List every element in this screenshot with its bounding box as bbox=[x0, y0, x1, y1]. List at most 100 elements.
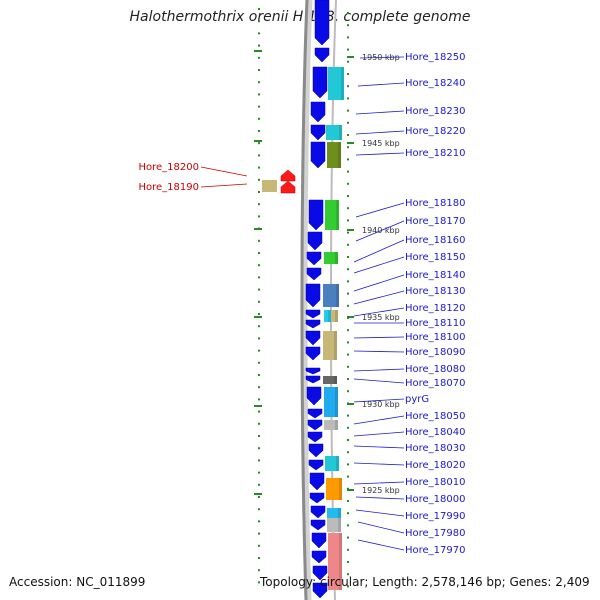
gene-arrow bbox=[307, 408, 323, 419]
gene-arrow bbox=[307, 231, 323, 251]
minor-tick bbox=[347, 451, 349, 454]
map-title: Halothermothrix orenii H 168, complete g… bbox=[129, 9, 471, 25]
minor-tick bbox=[347, 207, 349, 210]
minor-tick bbox=[258, 8, 260, 10]
gene-label: Hore_17970 bbox=[405, 545, 466, 556]
gene-arrow bbox=[310, 141, 326, 169]
scale-label: 1925 kbp bbox=[362, 486, 400, 495]
minor-tick bbox=[258, 203, 260, 206]
accession-text: Accession: NC_011899 bbox=[9, 575, 146, 589]
minor-tick bbox=[347, 439, 349, 441]
minor-tick bbox=[258, 337, 260, 340]
right-gene-labels: Hore_18250 Hore_18240 Hore_18230 Hore_18220… bbox=[353, 52, 466, 556]
minor-tick bbox=[258, 581, 260, 584]
minor-tick bbox=[258, 557, 260, 559]
minor-tick bbox=[347, 390, 349, 393]
reverse-gene-arrow bbox=[280, 180, 296, 194]
minor-tick bbox=[258, 435, 260, 437]
minor-tick bbox=[347, 219, 349, 222]
minor-tick bbox=[258, 410, 260, 413]
minor-tick bbox=[258, 520, 260, 523]
major-tick bbox=[254, 228, 262, 230]
gene-label: Hore_18150 bbox=[405, 252, 466, 263]
minor-tick bbox=[347, 475, 349, 478]
label-connector bbox=[359, 56, 405, 59]
cog-block bbox=[323, 284, 339, 307]
label-connector bbox=[355, 509, 405, 517]
gene-arrow bbox=[307, 431, 323, 443]
minor-tick bbox=[258, 154, 260, 157]
reverse-gene-arrow bbox=[280, 169, 296, 182]
backbone-shadow bbox=[300, 0, 313, 600]
reverse-gene-track bbox=[262, 169, 296, 194]
gene-label: Hore_18130 bbox=[405, 286, 466, 297]
cog-block bbox=[328, 533, 342, 590]
minor-tick bbox=[258, 471, 260, 474]
cog-block-shade bbox=[335, 420, 338, 430]
cog-block-shade bbox=[339, 478, 342, 500]
minor-tick bbox=[347, 109, 349, 112]
minor-tick bbox=[258, 288, 260, 291]
cog-block bbox=[325, 456, 339, 471]
cog-block bbox=[326, 478, 342, 500]
minor-tick bbox=[258, 44, 260, 47]
label-connector bbox=[355, 110, 405, 115]
label-connector bbox=[353, 462, 405, 466]
gene-label: Hore_18000 bbox=[405, 494, 466, 505]
minor-tick bbox=[347, 231, 349, 234]
scale-label: 1930 kbp bbox=[362, 400, 400, 409]
cog-block-shade bbox=[334, 376, 337, 384]
gene-arrow bbox=[310, 101, 326, 123]
cog-block bbox=[324, 420, 338, 430]
cog-block-shade bbox=[328, 310, 331, 322]
genome-summary-text: Topology: circular; Length: 2,578,146 bp… bbox=[260, 575, 590, 589]
gene-label: Hore_18250 bbox=[405, 52, 466, 63]
cog-block-shade bbox=[339, 125, 342, 140]
minor-tick bbox=[258, 374, 260, 376]
minor-tick bbox=[347, 487, 349, 490]
minor-tick bbox=[347, 585, 349, 588]
minor-tick bbox=[258, 532, 260, 535]
minor-tick bbox=[258, 105, 260, 108]
gene-label: Hore_18050 bbox=[405, 411, 466, 422]
gene-arrow bbox=[305, 346, 321, 361]
minor-tick bbox=[347, 268, 349, 271]
gene-label: Hore_18200 bbox=[139, 162, 200, 173]
cog-block-shade bbox=[338, 142, 341, 168]
label-connector bbox=[353, 431, 405, 437]
cog-block-shade bbox=[338, 508, 341, 518]
gene-arrow bbox=[308, 199, 324, 231]
minor-tick bbox=[347, 500, 349, 502]
cog-block bbox=[324, 252, 338, 264]
minor-tick bbox=[258, 349, 260, 352]
cog-block bbox=[324, 310, 331, 322]
minor-tick bbox=[347, 170, 349, 173]
gene-arrow bbox=[308, 459, 324, 471]
scale-tick bbox=[347, 56, 354, 58]
scale-tick bbox=[347, 316, 354, 318]
cog-block bbox=[327, 142, 341, 168]
minor-tick bbox=[347, 60, 349, 63]
label-connector bbox=[357, 82, 405, 87]
gene-label: Hore_17990 bbox=[405, 511, 466, 522]
label-connector bbox=[353, 256, 405, 274]
cog-block-shade bbox=[336, 456, 339, 471]
gene-label: Hore_18120 bbox=[405, 303, 466, 314]
minor-tick bbox=[258, 264, 260, 267]
minor-tick bbox=[347, 73, 349, 75]
minor-tick bbox=[347, 121, 349, 124]
gene-arrow bbox=[312, 66, 328, 99]
minor-tick bbox=[347, 48, 349, 51]
label-connector bbox=[353, 415, 405, 425]
label-connector bbox=[353, 481, 405, 485]
minor-tick bbox=[347, 304, 349, 307]
gene-arrow bbox=[305, 330, 321, 346]
minor-tick bbox=[258, 32, 260, 35]
minor-tick bbox=[347, 463, 349, 466]
minor-tick bbox=[347, 573, 349, 576]
tick-marks bbox=[254, 8, 349, 588]
gene-arrow bbox=[308, 443, 324, 458]
minor-tick bbox=[347, 378, 349, 380]
cog-block-shade bbox=[336, 200, 339, 230]
